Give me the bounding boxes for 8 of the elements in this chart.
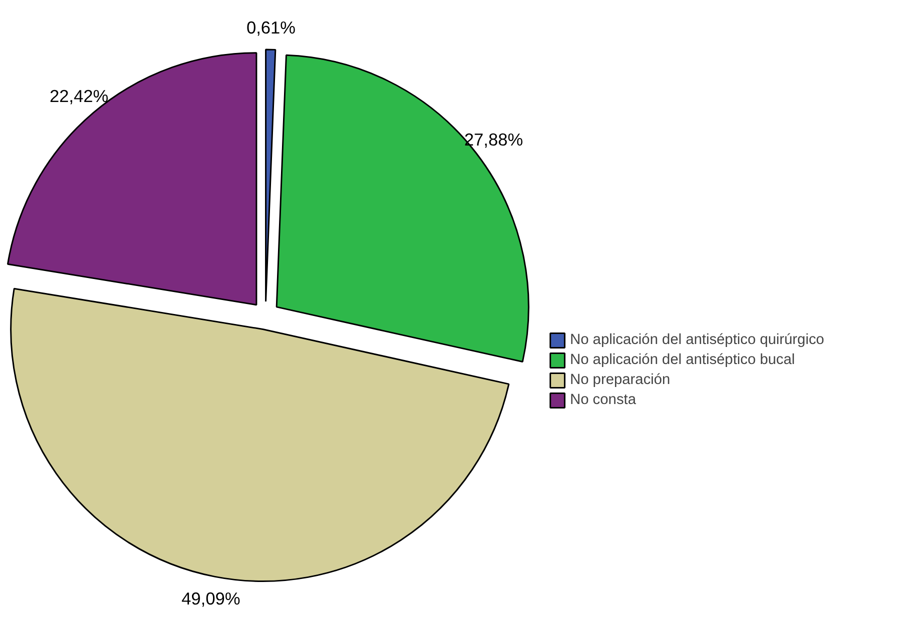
legend-label: No preparación (570, 372, 670, 388)
data-label: 0,61% (246, 18, 296, 38)
legend-label: No aplicación del antiséptico quirúrgico (570, 332, 824, 348)
data-label: 49,09% (182, 588, 240, 608)
data-label: 27,88% (464, 130, 524, 150)
legend-label: No aplicación del antiséptico bucal (570, 352, 795, 368)
legend-label: No consta (570, 392, 636, 408)
data-label: 22,42% (50, 86, 108, 106)
